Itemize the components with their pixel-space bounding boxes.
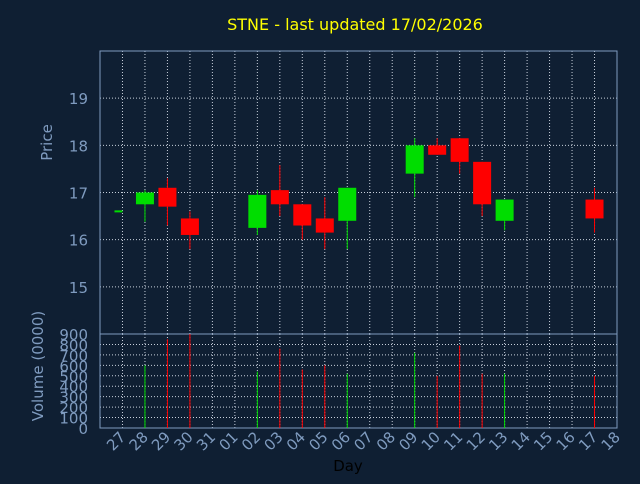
- volume-tick-label: 0: [78, 420, 88, 438]
- volume-tick-label: 300: [59, 389, 88, 407]
- chart-title: STNE - last updated 17/02/2026: [227, 15, 483, 34]
- volume-tick-label: 600: [59, 357, 88, 375]
- candle-body: [315, 218, 334, 233]
- volume-axis-label: Volume (0000): [29, 311, 47, 421]
- volume-tick-label: 500: [59, 368, 88, 386]
- volume-tick-label: 800: [59, 336, 88, 354]
- x-axis-tick-labels: 2728293031010203040506070809101112131415…: [103, 428, 624, 454]
- volume-tick-label: 100: [59, 410, 88, 428]
- candle-body: [338, 187, 357, 221]
- candle-body: [405, 145, 424, 174]
- candle-body: [270, 190, 289, 205]
- volume-tick-label: 900: [59, 326, 88, 344]
- candle-body: [293, 204, 312, 226]
- candle-body: [450, 138, 469, 162]
- candle-body: [495, 199, 514, 221]
- price-axis-label: Price: [38, 124, 56, 161]
- volume-tick-label: 200: [59, 399, 88, 417]
- volume-panel-border: [99, 333, 618, 429]
- price-tick-label: 19: [69, 90, 88, 108]
- price-tick-label: 15: [69, 279, 88, 297]
- price-tick-label: 16: [69, 232, 88, 250]
- candle-body: [585, 199, 604, 219]
- candle-body: [473, 161, 492, 205]
- x-tick-label: 18: [598, 428, 624, 454]
- candle-body: [428, 145, 447, 155]
- day-axis-label: Day: [333, 457, 363, 475]
- candle-body: [180, 218, 199, 235]
- candle-body: [158, 187, 177, 207]
- candle-body: [135, 192, 154, 205]
- candle-body: [248, 194, 267, 228]
- price-tick-label: 18: [69, 137, 88, 155]
- price-panel: 15 16 17 18 19: [69, 50, 618, 335]
- volume-tick-label: 700: [59, 347, 88, 365]
- price-tick-label: 17: [69, 185, 88, 203]
- volume-tick-label: 400: [59, 378, 88, 396]
